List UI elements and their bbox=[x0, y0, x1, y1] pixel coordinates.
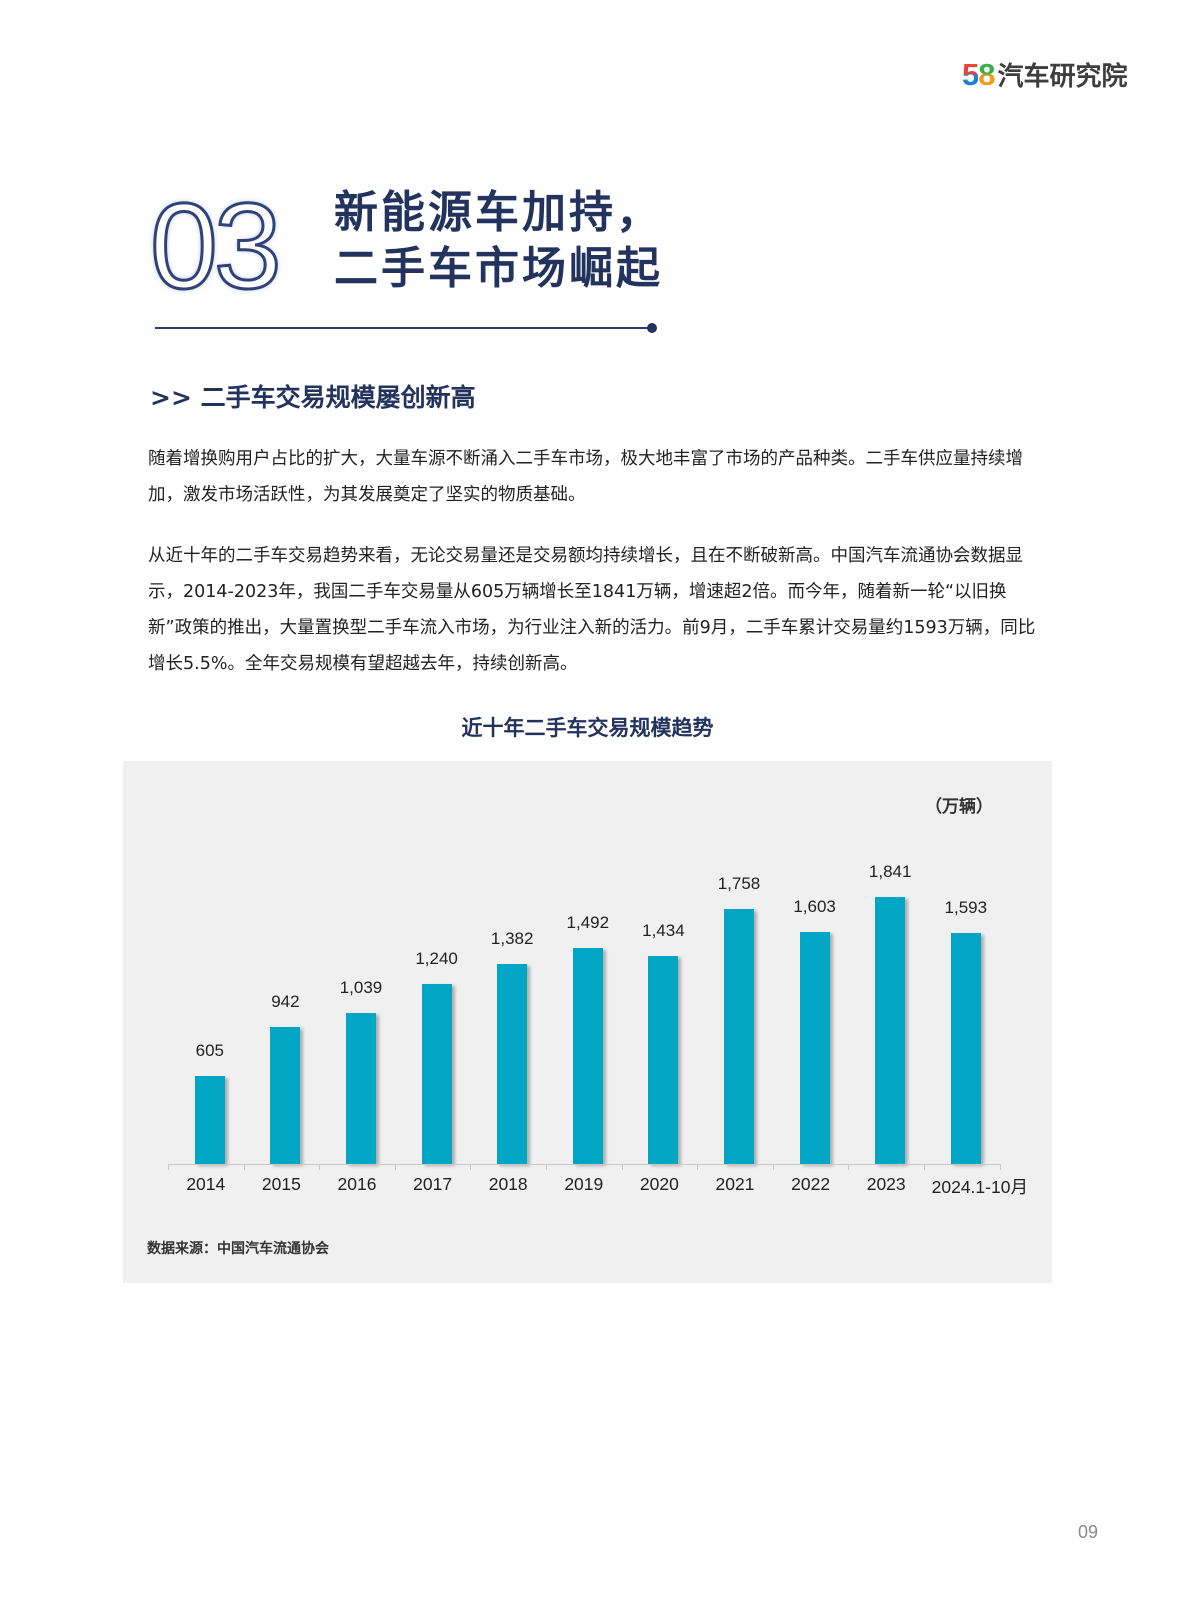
chart-unit-label: （万辆） bbox=[925, 797, 993, 817]
category-label: 2018 bbox=[488, 1174, 528, 1194]
paragraph-1: 随着增换购用户占比的扩大，大量车源不断涌入二手车市场，极大地丰富了市场的产品种类… bbox=[148, 449, 1023, 505]
bar-2024.1-10月 bbox=[950, 932, 981, 1164]
bar-2021 bbox=[724, 909, 754, 1164]
bar-2023 bbox=[875, 897, 906, 1164]
brand-logo: 58 汽车研究院 bbox=[962, 56, 1128, 92]
chapter-title: 新能源车加持， 二手车市场崛起 bbox=[334, 185, 663, 297]
chart-source: 数据来源：中国汽车流通协会 bbox=[147, 1241, 329, 1257]
value-label: 605 bbox=[195, 1041, 224, 1061]
page-number: 09 bbox=[1078, 1522, 1099, 1542]
value-label: 942 bbox=[271, 992, 300, 1012]
axis-tick bbox=[999, 1164, 1001, 1170]
value-label: 1,593 bbox=[944, 897, 988, 917]
axis-tick bbox=[319, 1164, 321, 1170]
chapter-divider bbox=[155, 327, 650, 329]
chapter-number: 03 bbox=[149, 178, 284, 314]
axis-tick bbox=[924, 1164, 925, 1170]
category-label: 2014 bbox=[186, 1174, 226, 1194]
category-label: 2021 bbox=[715, 1174, 755, 1194]
bar-2020 bbox=[648, 956, 679, 1164]
chapter-title-line-1: 新能源车加持， bbox=[334, 187, 663, 238]
axis-tick bbox=[243, 1164, 245, 1170]
value-label: 1,841 bbox=[868, 862, 912, 881]
bar-2022 bbox=[799, 931, 830, 1164]
axis-tick bbox=[772, 1164, 774, 1170]
value-label: 1,492 bbox=[566, 912, 610, 932]
category-label: 2015 bbox=[261, 1174, 301, 1194]
axis-tick bbox=[470, 1164, 472, 1170]
paragraph-2: 从近十年的二手车交易趋势来看，无论交易量还是交易额均持续增长，且在不断破新高。中… bbox=[148, 546, 1036, 674]
value-label: 1,758 bbox=[717, 874, 761, 894]
category-label: 2024.1-10月 bbox=[931, 1177, 1028, 1197]
axis-tick bbox=[697, 1164, 699, 1170]
divider-dot bbox=[647, 323, 657, 333]
logo-name: 汽车研究院 bbox=[997, 61, 1128, 92]
category-label: 2017 bbox=[413, 1174, 453, 1194]
axis-tick bbox=[394, 1164, 396, 1170]
bar-2015 bbox=[270, 1027, 301, 1164]
axis-tick bbox=[168, 1164, 169, 1170]
category-label: 2020 bbox=[639, 1174, 679, 1194]
category-label: 2022 bbox=[791, 1174, 831, 1194]
logo-58-mark: 58 bbox=[962, 56, 996, 92]
section-heading: >> 二手车交易规模屡创新高 bbox=[150, 383, 476, 412]
chapter-title-line-2: 二手车市场崛起 bbox=[334, 243, 663, 294]
bar-2016 bbox=[346, 1013, 376, 1164]
axis-tick bbox=[546, 1164, 547, 1170]
bar-2014 bbox=[194, 1076, 225, 1164]
category-label: 2019 bbox=[564, 1174, 604, 1194]
value-label: 1,603 bbox=[793, 896, 836, 916]
category-label: 2016 bbox=[337, 1174, 377, 1194]
bar-2018 bbox=[497, 963, 528, 1164]
value-label: 1,434 bbox=[642, 921, 685, 941]
category-label: 2023 bbox=[866, 1174, 906, 1194]
axis-tick bbox=[621, 1164, 623, 1170]
value-label: 1,039 bbox=[339, 978, 383, 998]
chart-title: 近十年二手车交易规模趋势 bbox=[461, 716, 714, 740]
bar-2017 bbox=[421, 984, 452, 1164]
value-label: 1,240 bbox=[415, 949, 458, 969]
bar-2019 bbox=[572, 947, 603, 1164]
x-axis bbox=[168, 1164, 1000, 1165]
value-label: 1,382 bbox=[490, 928, 534, 948]
axis-tick bbox=[848, 1164, 850, 1170]
